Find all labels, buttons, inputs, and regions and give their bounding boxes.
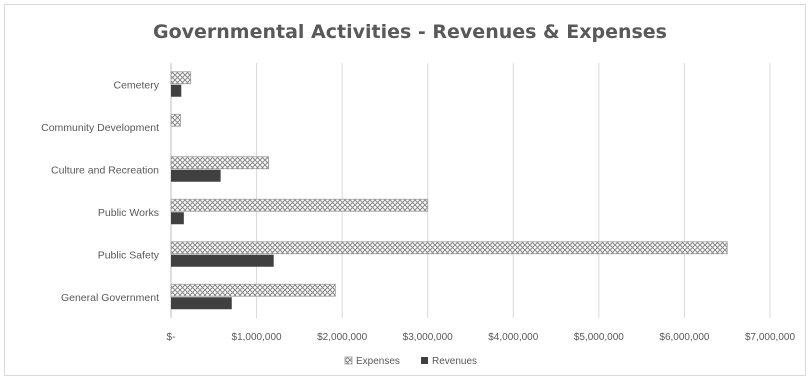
chart-title: Governmental Activities - Revenues & Exp… <box>153 21 667 43</box>
category-label: Community Development <box>41 122 159 134</box>
category-label: Public Safety <box>98 249 160 261</box>
x-tick-label: $3,000,000 <box>403 332 453 343</box>
legend: Expenses Revenues <box>344 356 477 367</box>
x-tick-label: $4,000,000 <box>488 332 538 343</box>
bar-revenues <box>171 169 221 182</box>
category-label: General Government <box>61 292 159 304</box>
legend-swatch-revenues <box>421 357 428 364</box>
bar-revenues <box>171 297 232 310</box>
bar-expenses <box>170 198 429 212</box>
x-tick-label: $6,000,000 <box>659 332 709 343</box>
legend-swatch-expenses <box>344 356 353 365</box>
bar-expenses <box>170 113 181 127</box>
x-tick-label: $- <box>167 332 176 343</box>
chart-frame <box>4 4 806 376</box>
bar-expenses <box>170 283 336 297</box>
bar-revenues <box>171 212 184 225</box>
bar-expenses <box>170 156 269 170</box>
x-tick-labels: $- $1,000,000 $2,000,000 $3,000,000 $4,000,0… <box>167 332 796 343</box>
gridlines <box>170 63 771 318</box>
category-labels: General Government Public Safety Public Wo… <box>41 79 160 304</box>
bars <box>170 71 728 310</box>
x-tick-label: $7,000,000 <box>745 332 795 343</box>
legend-label-expenses: Expenses <box>356 356 400 367</box>
category-label: Cemetery <box>113 79 159 91</box>
x-tick-label: $1,000,000 <box>232 332 282 343</box>
x-tick-label: $2,000,000 <box>317 332 367 343</box>
legend-label-revenues: Revenues <box>432 356 477 367</box>
x-tick-label: $5,000,000 <box>574 332 624 343</box>
category-label: Public Works <box>98 207 159 219</box>
category-label: Culture and Recreation <box>51 164 159 176</box>
bar-expenses <box>170 241 728 255</box>
bar-expenses <box>170 71 192 85</box>
bar-revenues <box>171 254 274 267</box>
bar-revenues <box>171 84 182 97</box>
